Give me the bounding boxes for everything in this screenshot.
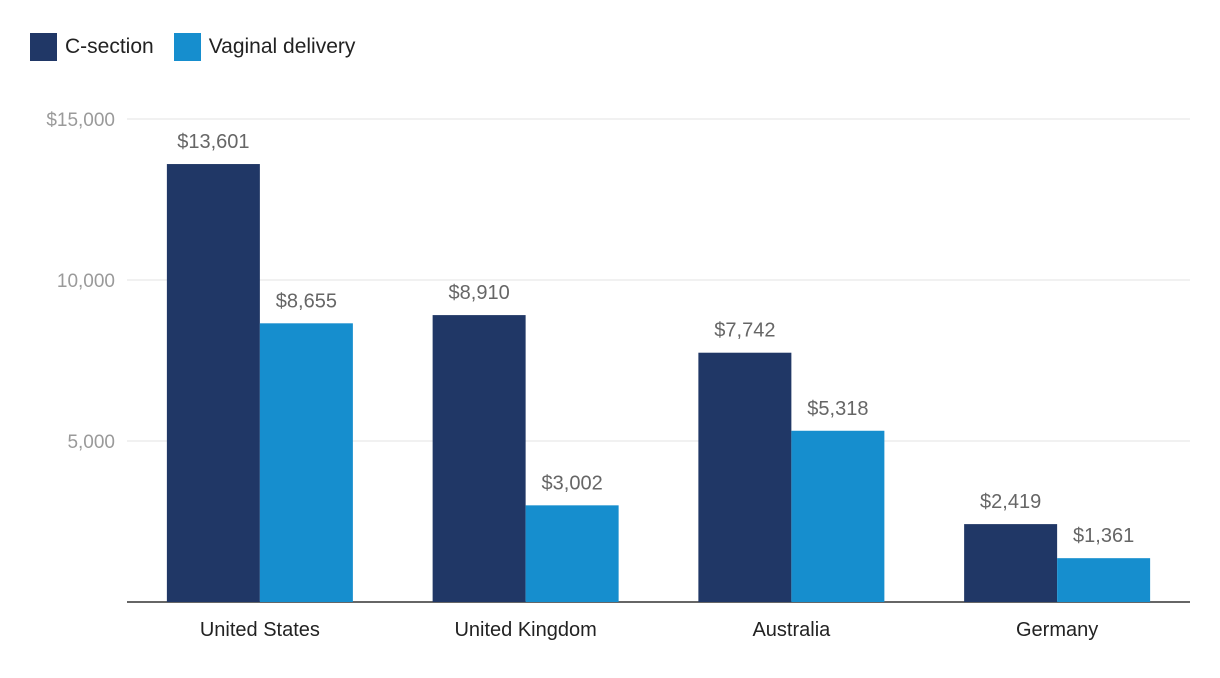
bar-c-section [698,352,792,602]
bar-vaginal-delivery [525,505,619,602]
legend-item-vaginal-delivery: Vaginal delivery [173,33,356,61]
y-tick-label: 5,000 [67,432,115,453]
data-label-c-section: $13,601 [177,131,249,153]
legend-swatch-vaginal-delivery [173,33,201,61]
x-tick-label: United States [200,619,320,641]
bar-vaginal-delivery [259,323,353,602]
bar-c-section [964,524,1058,602]
bar-vaginal-delivery [791,430,885,602]
y-tick-label: 10,000 [57,271,115,292]
legend-label-c-section: C-section [65,35,154,58]
x-tick-label: Germany [1016,619,1098,641]
legend: C-section Vaginal delivery [30,33,355,61]
bar-c-section [166,164,260,603]
data-label-vaginal-delivery: $5,318 [807,398,868,420]
x-tick-label: Australia [752,619,831,641]
data-label-c-section: $8,910 [449,282,510,304]
data-label-c-section: $2,419 [980,491,1041,513]
y-tick-label: $15,000 [46,110,115,131]
legend-item-c-section: C-section [30,33,154,61]
data-label-vaginal-delivery: $8,655 [276,290,337,312]
data-label-vaginal-delivery: $1,361 [1073,525,1134,547]
legend-swatch-c-section [30,33,57,61]
data-label-vaginal-delivery: $3,002 [542,472,603,494]
data-label-c-section: $7,742 [714,320,775,342]
x-tick-label: United Kingdom [454,619,596,641]
bar-c-section [432,315,526,602]
bar-vaginal-delivery [1057,558,1151,602]
legend-label-vaginal-delivery: Vaginal delivery [208,35,356,58]
